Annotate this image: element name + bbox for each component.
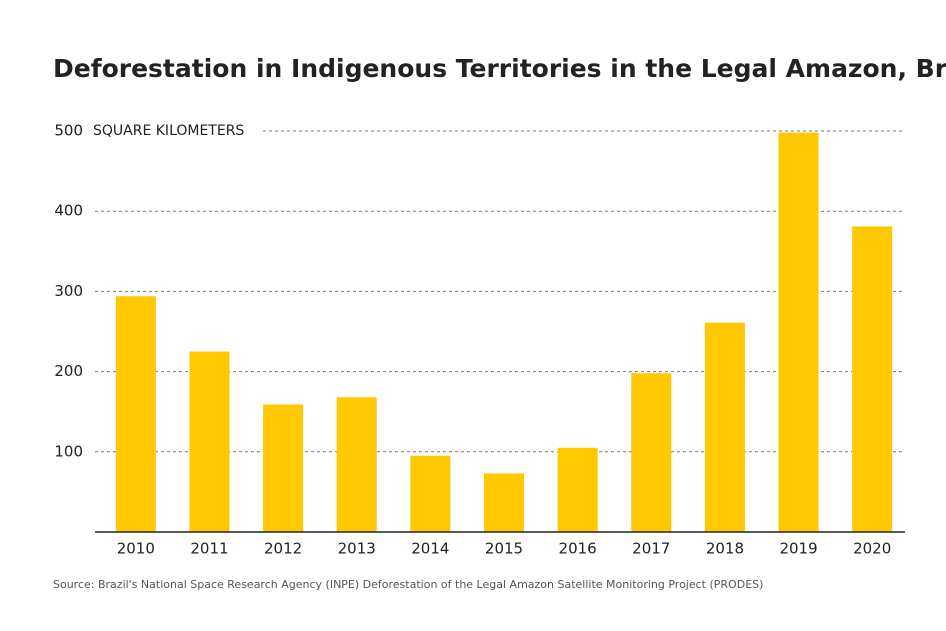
- bar: [336, 397, 377, 532]
- source: Source: Brazil's National Space Research…: [53, 578, 763, 591]
- bar: [410, 455, 451, 532]
- bar: [263, 404, 304, 532]
- y-tick-label: 200: [54, 362, 83, 380]
- x-tick-label: 2018: [706, 540, 744, 558]
- bar: [704, 322, 745, 532]
- x-tick-label: 2011: [190, 540, 228, 558]
- bar: [778, 132, 819, 532]
- x-tick-label: 2020: [853, 540, 891, 558]
- x-tick-label: 2012: [264, 540, 302, 558]
- x-tick-label: 2014: [411, 540, 449, 558]
- x-tick-label: 2010: [117, 540, 155, 558]
- bar: [852, 226, 893, 533]
- y-tick-label: 400: [54, 202, 83, 220]
- x-tick-label: 2016: [559, 540, 597, 558]
- x-tick-label: 2019: [779, 540, 817, 558]
- bar: [115, 296, 156, 532]
- y-tick-label: 100: [54, 442, 83, 460]
- bar: [189, 351, 230, 532]
- x-tick-label: 2013: [338, 540, 376, 558]
- x-tick-label: 2017: [632, 540, 670, 558]
- y-tick-label: 300: [54, 282, 83, 300]
- bar: [484, 473, 524, 532]
- y-tick-label: 500: [54, 122, 83, 140]
- chart-title: Deforestation in Indigenous Territories …: [53, 54, 946, 83]
- bar: [557, 447, 598, 532]
- y-axis-label: SQUARE KILOMETERS: [93, 123, 244, 139]
- bar: [631, 373, 672, 532]
- x-tick-label: 2015: [485, 540, 523, 558]
